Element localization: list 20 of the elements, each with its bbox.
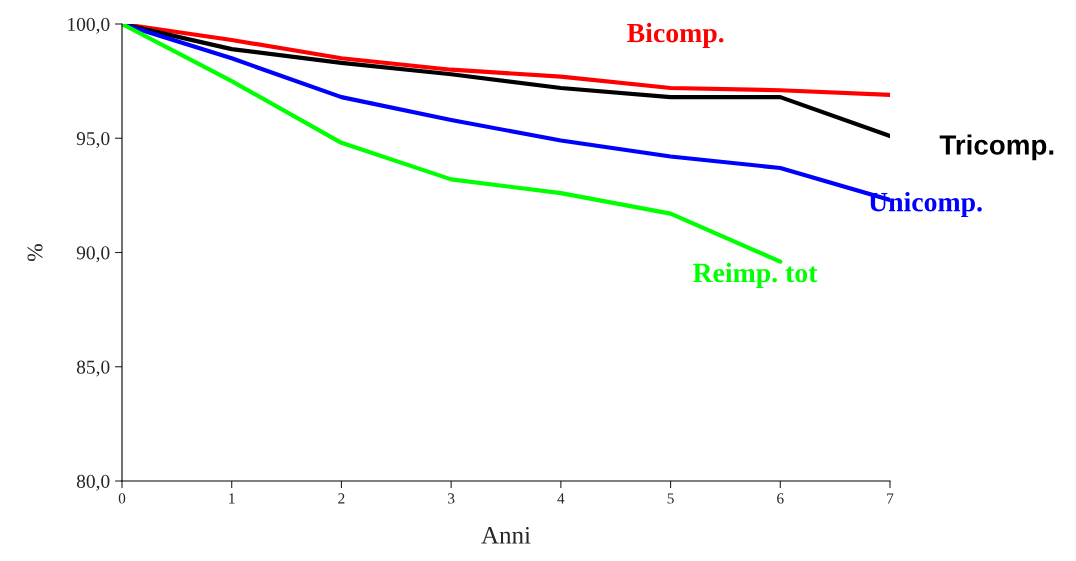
x-tick-label: 2 <box>338 493 345 504</box>
x-tick-label: 7 <box>887 493 894 504</box>
series-label: Unicomp. <box>868 191 982 218</box>
y-tick-label: 90,0 <box>76 246 110 263</box>
line-series <box>122 24 783 264</box>
x-tick-label: 4 <box>557 493 565 504</box>
series-label: Tricomp. <box>939 134 1054 161</box>
x-tick-label: 5 <box>667 493 674 504</box>
series-label: Bicomp. <box>627 22 724 49</box>
x-tick-label: 0 <box>118 493 126 504</box>
x-tick-label: 6 <box>777 493 784 504</box>
y-axis-title: % <box>27 244 43 261</box>
y-tick-label: 85,0 <box>76 360 110 377</box>
x-tick-label: 3 <box>448 493 455 504</box>
x-axis-title: Anni <box>481 526 531 544</box>
series-label: Reimp. tot <box>692 262 818 288</box>
y-tick-label: 100,0 <box>68 17 110 34</box>
x-tick-label: 1 <box>229 493 235 504</box>
y-tick-label: 95,0 <box>76 132 110 148</box>
y-tick-label: 80,0 <box>76 474 110 491</box>
